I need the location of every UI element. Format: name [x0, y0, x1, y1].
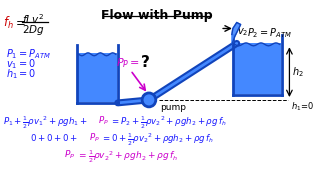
Text: $P_1 = P_{ATM}$: $P_1 = P_{ATM}$: [5, 47, 51, 61]
Text: $h_2$: $h_2$: [292, 65, 304, 79]
Text: $P_P$: $P_P$: [90, 132, 100, 144]
Bar: [234, 43, 281, 94]
Text: $f_h$: $f_h$: [3, 15, 13, 31]
Text: $v_2$: $v_2$: [237, 26, 248, 38]
Text: $\bf{?}$: $\bf{?}$: [140, 54, 150, 70]
Text: $P_2 = P_{ATM}$: $P_2 = P_{ATM}$: [246, 26, 291, 40]
Text: $= 0 + \frac{1}{2}\rho v_2{}^2+\rho g h_2+\rho g\,f_h$: $= 0 + \frac{1}{2}\rho v_2{}^2+\rho g h_…: [101, 132, 214, 148]
Text: $P_P$: $P_P$: [64, 148, 75, 161]
Text: $fLv^2$: $fLv^2$: [22, 13, 44, 26]
Text: $0 + 0 + 0 +$: $0 + 0 + 0 +$: [30, 132, 78, 143]
Text: $P_P = $: $P_P = $: [116, 56, 140, 70]
Text: $=$: $=$: [13, 15, 26, 28]
Text: $P_P$: $P_P$: [98, 115, 109, 127]
Text: $h_1\!=\!0$: $h_1\!=\!0$: [292, 101, 315, 113]
Bar: [78, 53, 117, 102]
Text: $= \frac{1}{2}\rho v_2{}^2+\rho g h_2+\rho g\,f_h$: $= \frac{1}{2}\rho v_2{}^2+\rho g h_2+\r…: [77, 148, 178, 165]
Text: $2Dg$: $2Dg$: [22, 22, 45, 37]
Text: $h_1 = 0$: $h_1 = 0$: [5, 67, 36, 81]
Text: pump: pump: [160, 103, 186, 112]
Circle shape: [142, 93, 156, 107]
Polygon shape: [232, 22, 241, 44]
Text: Flow with Pump: Flow with Pump: [101, 9, 212, 22]
Text: $= P_2+\frac{1}{2}\rho v_2{}^2+\rho g h_2+\rho g\,f_h$: $= P_2+\frac{1}{2}\rho v_2{}^2+\rho g h_…: [110, 115, 227, 131]
Text: $P_1+\frac{1}{2}\rho v_1{}^2+\rho g h_1+$: $P_1+\frac{1}{2}\rho v_1{}^2+\rho g h_1+…: [3, 115, 87, 131]
Text: $v_1 = 0$: $v_1 = 0$: [5, 57, 36, 71]
